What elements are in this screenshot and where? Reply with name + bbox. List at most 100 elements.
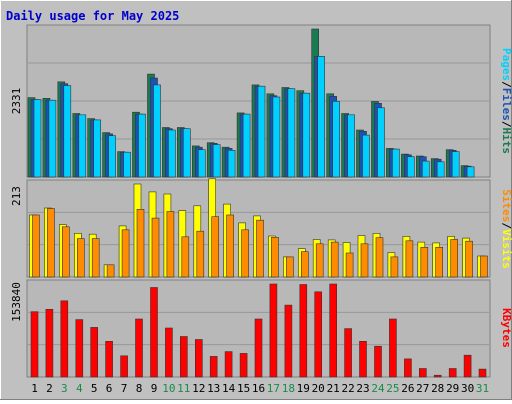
bar-kbytes-day-6: [105, 340, 113, 378]
legend-kbytes: KBytes: [500, 308, 512, 348]
x-axis-day-labels: 1 2 3 4 5 6 7 8 9 10 11 12 13 14 15 16 17 18 19 20 21 22 23 24 2…: [31, 382, 489, 395]
bar-sites-day-1: [32, 214, 40, 278]
bar-sites-day-24: [375, 237, 384, 278]
bar-pages-day-6: [108, 135, 116, 178]
bar-pages-day-16: [257, 85, 266, 178]
bar-sites-day-6: [106, 264, 115, 278]
x-tick-label-day-2: 2: [46, 382, 53, 395]
bar-pages-day-14: [227, 150, 236, 178]
x-tick-label-day-9: 9: [151, 382, 158, 395]
bar-kbytes-day-20: [314, 291, 323, 378]
bar-pages-day-4: [78, 114, 87, 178]
bar-pages-day-10: [168, 129, 176, 178]
bar-kbytes-day-28: [433, 374, 442, 378]
x-tick-label-day-17: 17: [267, 382, 280, 395]
bar-kbytes-day-13: [209, 356, 218, 378]
bar-sites-day-16: [256, 219, 264, 278]
x-tick-label-day-31: 31: [476, 382, 489, 395]
x-tick-label-day-25: 25: [386, 382, 399, 395]
x-tick-label-day-20: 20: [312, 382, 325, 395]
bar-kbytes-day-16: [254, 318, 263, 378]
bar-sites-day-17: [271, 237, 279, 278]
bars-layer: [27, 28, 489, 378]
bar-pages-day-24: [377, 107, 385, 178]
legend-item-kbytes: KBytes: [500, 308, 512, 348]
bar-kbytes-day-17: [269, 283, 278, 378]
bar-pages-day-9: [153, 84, 161, 178]
bar-kbytes-day-15: [239, 353, 248, 378]
bar-sites-day-28: [435, 247, 444, 278]
bar-sites-day-30: [465, 240, 473, 278]
bar-pages-day-27: [421, 160, 430, 178]
x-tick-label-day-14: 14: [222, 382, 236, 395]
bar-sites-day-14: [226, 214, 234, 278]
bar-pages-day-5: [93, 119, 101, 178]
x-tick-label-day-23: 23: [356, 382, 369, 395]
ymax-label-visits: 213: [10, 186, 23, 206]
bar-pages-day-3: [63, 85, 72, 178]
x-tick-label-day-4: 4: [76, 382, 83, 395]
legend-item-visits: Visits: [500, 229, 512, 269]
bar-kbytes-day-8: [135, 318, 143, 378]
bar-pages-day-17: [272, 96, 281, 178]
x-tick-label-day-10: 10: [162, 382, 175, 395]
bar-kbytes-day-4: [75, 319, 84, 378]
bar-sites-day-23: [360, 243, 369, 278]
bar-kbytes-day-23: [359, 340, 367, 378]
bar-pages-day-19: [302, 92, 311, 178]
bar-kbytes-day-10: [165, 327, 173, 378]
legend-item-sites: Sites: [500, 189, 512, 222]
bar-kbytes-day-29: [448, 368, 457, 378]
bar-pages-day-29: [451, 151, 460, 178]
bar-kbytes-day-3: [60, 300, 69, 378]
x-tick-label-day-12: 12: [192, 382, 205, 395]
x-tick-label-day-18: 18: [282, 382, 295, 395]
bar-sites-day-15: [241, 229, 249, 278]
bar-sites-day-8: [136, 209, 145, 278]
chart-title: Daily usage for May 2025: [6, 9, 179, 23]
bar-pages-day-23: [362, 134, 370, 178]
bar-kbytes-day-19: [299, 284, 308, 378]
x-tick-label-day-16: 16: [252, 382, 265, 395]
bar-pages-day-15: [242, 113, 251, 178]
legend-separator: /: [500, 81, 512, 88]
bar-sites-day-5: [91, 238, 100, 278]
x-tick-label-day-30: 30: [461, 382, 474, 395]
bar-sites-day-22: [345, 252, 354, 278]
bar-sites-day-20: [315, 243, 324, 278]
bar-pages-day-21: [332, 101, 341, 178]
bar-pages-day-2: [48, 99, 57, 178]
bar-pages-day-20: [317, 56, 326, 178]
bar-kbytes-day-12: [195, 339, 203, 378]
bar-sites-day-18: [286, 256, 294, 278]
bar-pages-day-12: [198, 149, 206, 178]
bar-kbytes-day-1: [30, 311, 39, 378]
x-tick-label-day-13: 13: [207, 382, 220, 395]
bar-pages-day-26: [407, 156, 415, 178]
bar-pages-day-18: [287, 88, 296, 178]
legend-item-files: Files: [500, 88, 512, 121]
x-tick-label-day-24: 24: [371, 382, 385, 395]
x-tick-label-day-27: 27: [416, 382, 429, 395]
x-tick-label-day-7: 7: [121, 382, 128, 395]
legend-item-hits: Hits: [500, 128, 512, 155]
bar-sites-day-13: [211, 216, 219, 278]
bar-pages-day-25: [392, 148, 400, 178]
bar-pages-day-22: [347, 114, 355, 178]
bar-pages-day-28: [436, 161, 445, 178]
bar-pages-day-11: [183, 128, 191, 178]
bar-kbytes-day-27: [418, 368, 427, 378]
bar-sites-day-9: [151, 217, 160, 278]
bar-kbytes-day-9: [150, 287, 158, 378]
bar-pages-day-13: [212, 144, 221, 178]
x-tick-label-day-21: 21: [327, 382, 340, 395]
bar-pages-day-8: [138, 113, 146, 178]
ymax-label-hits: 2331: [10, 88, 23, 115]
bar-sites-day-10: [166, 211, 175, 278]
x-tick-label-day-28: 28: [431, 382, 444, 395]
bar-sites-day-31: [480, 255, 488, 278]
legend-item-pages: Pages: [500, 48, 512, 81]
